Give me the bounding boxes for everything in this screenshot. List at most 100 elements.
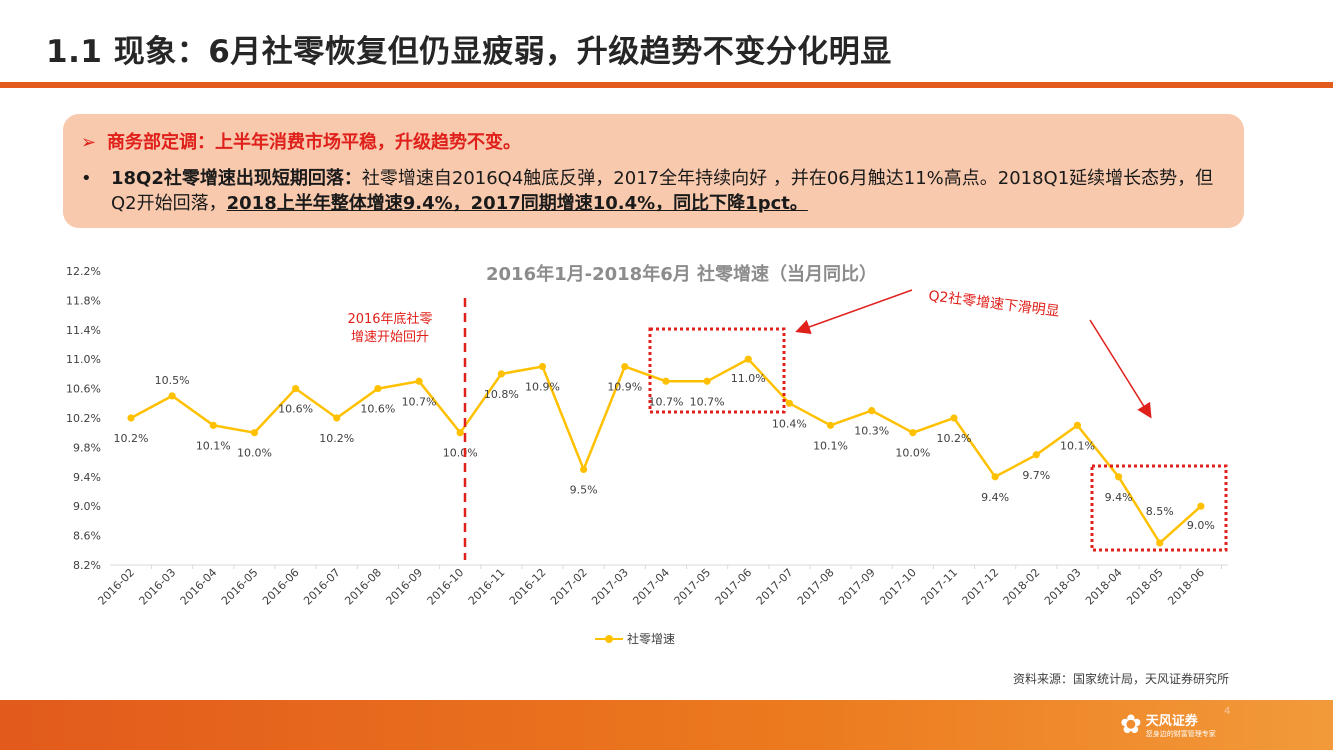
callout-detail: • 18Q2社零增速出现短期回落：社零增速自2016Q4触底反弹，2017全年持…	[81, 166, 1226, 216]
x-tick-label: 2017-08	[795, 566, 837, 608]
x-tick-label: 2017-02	[548, 566, 590, 608]
series-line-retail-growth	[130, 357, 1202, 545]
y-tick-label: 11.4%	[66, 324, 101, 337]
data-label: 10.6%	[278, 403, 313, 416]
footer-band	[0, 700, 1333, 750]
page-title: 1.1 现象：6月社零恢复但仍显疲弱，升级趋势不变分化明显	[46, 34, 892, 70]
summary-callout: ➢ 商务部定调：上半年消费市场平稳，升级趋势不变。 • 18Q2社零增速出现短期回…	[63, 114, 1244, 228]
x-tick-label: 2018-02	[1001, 566, 1043, 608]
x-tick-label: 2017-12	[960, 566, 1002, 608]
data-point	[497, 370, 505, 378]
x-tick-label: 2016-06	[260, 566, 302, 608]
x-tick-label: 2018-04	[1083, 566, 1125, 608]
highlight-box-2018q2	[1090, 464, 1228, 552]
x-tick-label: 2016-10	[425, 566, 467, 608]
data-point	[250, 429, 259, 437]
data-point	[991, 473, 999, 481]
data-label: 10.1%	[813, 439, 848, 452]
data-label: 10.7%	[648, 395, 683, 408]
data-label: 9.4%	[981, 491, 1009, 504]
data-label: 9.0%	[1187, 519, 1215, 532]
data-label: 10.5%	[155, 374, 190, 387]
highlight-box-2017q2	[648, 327, 786, 414]
data-labels: 10.2% 10.5% 10.1% 10.0% 10.6% 10.2% 10.6% 10.7%…	[114, 372, 1215, 532]
x-tick-label: 2018-06	[1165, 566, 1207, 608]
dot-bullet-icon: •	[81, 168, 92, 189]
x-tick-label: 2016-09	[383, 566, 425, 608]
data-point	[1073, 421, 1082, 429]
data-point	[950, 414, 958, 422]
x-axis: 2016-02 2016-03 2016-04 2016-05 2016-06 2016-…	[95, 565, 1222, 608]
data-label: 8.5%	[1146, 505, 1174, 518]
data-label: 9.4%	[1105, 491, 1133, 504]
data-point	[415, 377, 423, 385]
data-point	[292, 385, 300, 393]
data-points	[127, 355, 1205, 547]
line-chart: 12.2% 11.8% 11.4% 11.0% 10.6% 10.2% 9.8% 9.4% 9.…	[66, 265, 1228, 608]
data-point	[374, 385, 382, 393]
data-point	[538, 362, 547, 371]
y-tick-label: 8.6%	[73, 530, 101, 543]
y-tick-label: 9.8%	[73, 441, 101, 454]
legend-label: 社零增速	[627, 632, 676, 646]
data-point	[1156, 539, 1164, 547]
y-tick-label: 9.0%	[73, 500, 101, 513]
chart-title: 2016年1月-2018年6月 社零增速（当月同比）	[486, 264, 877, 285]
legend-swatch-icon	[595, 634, 623, 643]
data-point	[785, 399, 794, 407]
x-tick-label: 2016-02	[95, 566, 137, 608]
x-tick-label: 2016-03	[137, 566, 179, 608]
data-label: 10.6%	[360, 403, 395, 416]
data-label: 10.1%	[196, 439, 231, 452]
headline-text: 商务部定调：上半年消费市场平稳，升级趋势不变。	[107, 132, 521, 153]
data-point	[703, 377, 711, 385]
x-tick-label: 2016-07	[301, 566, 343, 608]
annotation-arrow-down	[1089, 319, 1152, 419]
company-logo: ✿ 天风证券 您身边的财富管理专家	[1120, 710, 1216, 739]
data-label: 10.0%	[443, 447, 478, 460]
data-point	[826, 421, 835, 429]
data-label: 9.7%	[1022, 469, 1050, 482]
x-tick-label: 2016-11	[466, 566, 508, 608]
annotation-q2-decline: Q2社零增速下滑明显	[928, 287, 1061, 320]
callout-headline: ➢ 商务部定调：上半年消费市场平稳，升级趋势不变。	[81, 128, 521, 154]
data-point	[456, 429, 464, 437]
data-point	[127, 414, 135, 422]
x-tick-label: 2018-05	[1124, 566, 1166, 608]
x-tick-label: 2017-09	[836, 566, 878, 608]
x-tick-label: 2017-05	[672, 566, 714, 608]
y-tick-label: 10.2%	[66, 412, 101, 425]
data-point	[333, 414, 341, 422]
data-label: 11.0%	[731, 372, 766, 385]
data-point	[1032, 451, 1040, 459]
data-label: 10.3%	[854, 425, 889, 438]
x-tick-label: 2017-06	[713, 566, 755, 608]
data-label: 10.2%	[319, 432, 354, 445]
detail-underline: 2018上半年整体增速9.4%，2017同期增速10.4%，同比下降1pct。	[226, 193, 808, 214]
y-tick-label: 9.4%	[73, 471, 101, 484]
annotation-2016-line1: 2016年底社零	[347, 311, 432, 327]
y-tick-label: 11.8%	[66, 294, 101, 307]
data-label: 10.9%	[525, 381, 560, 394]
title-divider	[0, 82, 1333, 88]
x-tick-label: 2017-11	[918, 566, 960, 608]
data-point	[909, 429, 917, 437]
detail-bold: 18Q2社零增速出现短期回落：	[111, 168, 362, 189]
x-tick-label: 2016-12	[507, 566, 549, 608]
arrow-bullet-icon: ➢	[81, 132, 97, 153]
x-tick-label: 2017-04	[630, 566, 672, 608]
data-point	[168, 392, 176, 400]
x-tick-label: 2017-10	[877, 566, 919, 608]
annotation-arrow-left	[795, 289, 913, 334]
data-point	[580, 465, 588, 474]
source-note: 资料来源：国家统计局，天风证券研究所	[1012, 672, 1229, 686]
x-tick-label: 2016-04	[178, 566, 220, 608]
annotation-2016-line2: 增速开始回升	[351, 330, 429, 345]
page-number: 4	[1224, 706, 1231, 717]
x-tick-label: 2017-07	[754, 566, 796, 608]
y-tick-label: 11.0%	[66, 353, 101, 366]
logo-name: 天风证券	[1145, 714, 1198, 729]
y-axis: 12.2% 11.8% 11.4% 11.0% 10.6% 10.2% 9.8% 9.4% 9.…	[66, 265, 101, 572]
data-label: 10.0%	[895, 447, 930, 460]
y-tick-label: 10.6%	[66, 383, 101, 396]
